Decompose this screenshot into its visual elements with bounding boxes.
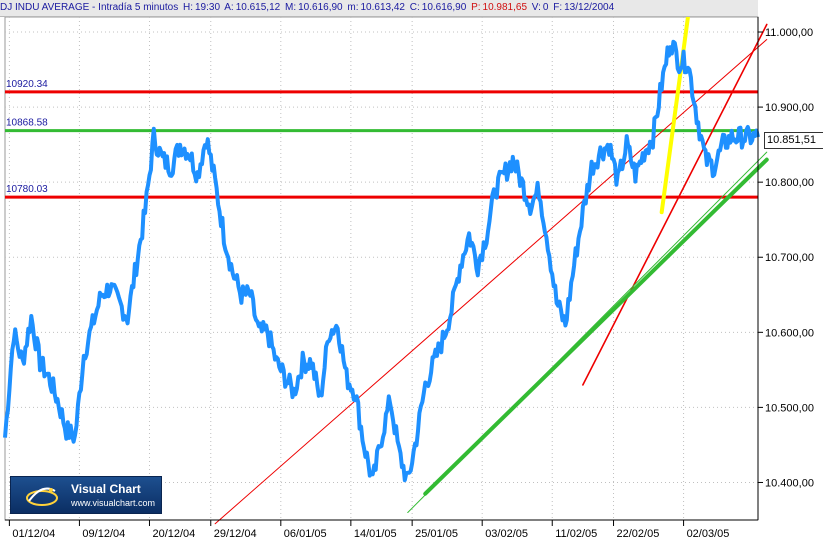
x-tick-label: 14/01/05 <box>354 528 397 540</box>
level-label: 10780.03 <box>6 184 48 195</box>
x-tick-label: 20/12/04 <box>152 528 195 540</box>
logo-title: Visual Chart <box>71 482 141 496</box>
price-line <box>3 39 760 483</box>
price-series <box>3 39 760 483</box>
header-v-label: V: <box>531 2 541 13</box>
x-tick-label: 22/02/05 <box>617 528 660 540</box>
header-v-value: 0 <box>542 2 549 13</box>
header-h-value: 19:30 <box>195 2 221 13</box>
x-tick-label: 11/02/05 <box>555 528 597 540</box>
chart-header: DJ INDU AVERAGE - Intradía 5 minutos H: 1… <box>0 0 758 17</box>
header-h-label: H: <box>183 2 193 13</box>
x-tick-label: 06/01/05 <box>284 528 327 540</box>
x-tick-label: 02/03/05 <box>687 528 730 540</box>
y-tick-label: 10.400,00 <box>765 477 814 489</box>
header-f-value: 13/12/2004 <box>564 2 615 13</box>
x-tick-label: 01/12/04 <box>12 528 55 540</box>
header-p-value: 10.981,65 <box>482 2 528 13</box>
header-c-value: 10.616,90 <box>421 2 467 13</box>
trendline <box>407 151 768 513</box>
y-tick-label: 11.000,00 <box>765 27 813 39</box>
header-low-value: 10.613,42 <box>360 2 406 13</box>
header-f-label: F: <box>553 2 563 13</box>
y-tick-label: 10.700,00 <box>765 252 814 264</box>
visual-chart-logo: Visual Chart www.visualchart.com <box>10 476 162 514</box>
axes: 01/12/04 09/12/04 20/12/04 29/12/04 06/01/05… <box>5 17 814 540</box>
y-tick-label: 10.800,00 <box>765 177 814 189</box>
header-a-value: 10.615,12 <box>235 2 281 13</box>
header-a-label: A: <box>224 2 234 13</box>
header-low-label: m: <box>347 2 359 13</box>
header-p-label: P: <box>471 2 481 13</box>
header-m-label: M: <box>285 2 297 13</box>
header-m-value: 10.616,90 <box>298 2 343 13</box>
header-c-label: C: <box>409 2 420 13</box>
horizontal-levels: 10920.34 10868.58 10780.03 <box>5 79 758 199</box>
current-price-marker: 10.851,51 <box>764 132 823 149</box>
x-tick-label: 03/02/05 <box>485 528 528 540</box>
logo-url: www.visualchart.com <box>71 498 156 508</box>
x-tick-label: 25/01/05 <box>415 528 458 540</box>
logo-swoosh-icon <box>26 487 58 506</box>
x-tick-label: 29/12/04 <box>214 528 257 540</box>
trendlines <box>214 15 769 525</box>
level-label: 10868.58 <box>6 118 48 129</box>
x-tick-label: 09/12/04 <box>82 528 125 540</box>
level-label: 10920.34 <box>6 79 48 90</box>
y-tick-label: 10.900,00 <box>765 102 814 114</box>
header-symbol: DJ INDU AVERAGE - Intradía 5 minutos <box>0 2 179 13</box>
y-tick-label: 10.500,00 <box>765 402 814 414</box>
y-tick-label: 10.600,00 <box>765 327 814 339</box>
trendline <box>659 15 690 215</box>
trendline <box>582 23 768 386</box>
